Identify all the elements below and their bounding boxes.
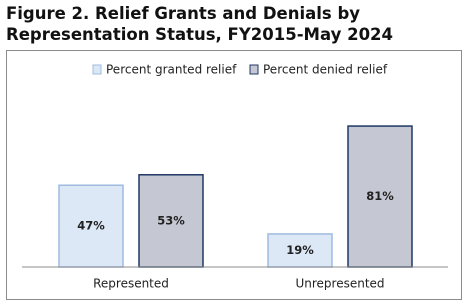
bar <box>138 174 204 268</box>
x-tick-label: Unrepresented <box>295 277 384 291</box>
value-label: 47% <box>77 219 105 233</box>
legend-swatch <box>92 64 102 75</box>
value-label: 19% <box>286 243 314 257</box>
x-tick-label: Represented <box>93 277 169 291</box>
chart-title: Figure 2. Relief Grants and Denials by R… <box>6 4 394 44</box>
value-label: 81% <box>366 189 394 203</box>
legend-label: Percent denied relief <box>263 63 388 77</box>
chart-frame <box>6 50 462 300</box>
bar <box>58 184 124 268</box>
legend-label: Percent granted relief <box>106 63 237 77</box>
legend-swatch <box>249 64 259 75</box>
value-label: 53% <box>157 213 185 227</box>
